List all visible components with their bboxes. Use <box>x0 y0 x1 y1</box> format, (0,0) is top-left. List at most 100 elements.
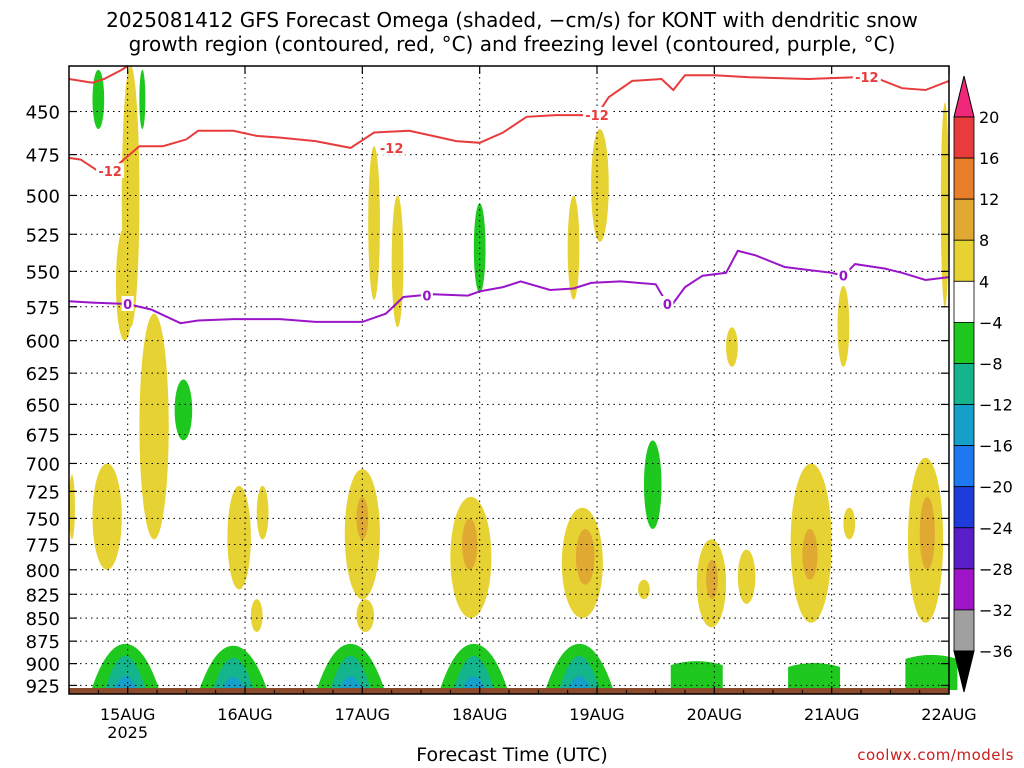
omega-blob-34 <box>919 496 935 570</box>
low-level-omega-inner-1 <box>221 676 246 690</box>
colorbar-top-arrow <box>953 75 975 118</box>
y-tick-label-725: 725 <box>26 482 60 503</box>
y-tick-label-600: 600 <box>26 332 60 353</box>
omega-blob-0 <box>92 69 105 130</box>
omega-blob-35 <box>940 102 949 307</box>
colorbar-band-1 <box>953 157 975 200</box>
x-tick-label-17: 17AUG <box>335 705 390 724</box>
colorbar-label-12: −32 <box>979 601 1013 620</box>
colorbar-band-4 <box>953 280 975 323</box>
dgz-label-1: -12 <box>380 142 404 157</box>
omega-blob-8 <box>227 485 251 590</box>
colorbar-bottom-arrow <box>953 650 975 693</box>
y-tick-label-925: 925 <box>26 676 60 697</box>
omega-blob-24 <box>638 579 650 600</box>
y-tick-label-825: 825 <box>26 585 60 606</box>
omega-blob-30 <box>802 528 818 580</box>
omega-blob-9 <box>256 485 269 540</box>
y-tick-label-850: 850 <box>26 609 60 630</box>
omega-blob-31 <box>837 285 850 367</box>
x-tick-label-16: 16AUG <box>217 705 272 724</box>
y-tick-label-475: 475 <box>26 146 60 167</box>
low-level-omega-core-4 <box>559 655 600 690</box>
colorbar: 20 16 12 8 4 −4 −8 −12 −16 −20 −24 −28 −32 −36 <box>953 75 1013 693</box>
colorbar-label-3: 8 <box>979 231 989 250</box>
dgz-label-3: -12 <box>855 71 879 86</box>
colorbar-label-13: −36 <box>979 642 1013 661</box>
y-tick-label-900: 900 <box>26 655 60 676</box>
colorbar-band-12 <box>953 609 975 652</box>
colorbar-band-10 <box>953 527 975 570</box>
colorbar-label-0: 20 <box>979 108 999 127</box>
omega-blob-6 <box>68 474 75 540</box>
freezing-label-bg-3 <box>837 267 850 283</box>
freezing-label-bg-1 <box>420 287 433 303</box>
colorbar-band-2 <box>953 198 975 241</box>
omega-blob-3 <box>115 226 134 341</box>
y-tick-label-575: 575 <box>26 298 60 319</box>
low-level-omega-inner-4 <box>567 675 592 690</box>
colorbar-band-0 <box>953 116 975 159</box>
x-tick-label-18: 18AUG <box>452 705 507 724</box>
x-tick-label-22: 22AUG <box>921 705 976 724</box>
low-level-omega-6 <box>788 662 841 690</box>
y-tick-label-625: 625 <box>26 364 60 385</box>
colorbar-band-8 <box>953 445 975 488</box>
y-tick-label-875: 875 <box>26 632 60 653</box>
x-tick-label-20: 20AUG <box>687 705 742 724</box>
low-level-omega-inner-2 <box>338 675 363 690</box>
freezing-contour <box>68 249 950 325</box>
colorbar-label-1: 16 <box>979 149 999 168</box>
chart-title-line1: 2025081412 GFS Forecast Omega (shaded, −… <box>106 8 918 32</box>
x-axis-label: Forecast Time (UTC) <box>416 744 608 766</box>
freezing-label-3: 0 <box>839 270 848 285</box>
grid-lines <box>69 66 950 694</box>
omega-blob-23 <box>643 440 662 529</box>
colorbar-band-11 <box>953 568 975 611</box>
omega-blob-15 <box>356 599 375 633</box>
dgz-label-bg-3 <box>852 69 881 85</box>
x-tick-label-15: 15AUG <box>100 705 155 724</box>
dgz-label-0: -12 <box>98 165 122 180</box>
colorbar-band-7 <box>953 404 975 447</box>
colorbar-band-3 <box>953 239 975 282</box>
low-level-omega-inner-0 <box>113 675 138 690</box>
colorbar-label-9: −20 <box>979 478 1013 497</box>
omega-blob-26 <box>706 559 718 600</box>
colorbar-band-9 <box>953 486 975 529</box>
y-tick-label-500: 500 <box>26 186 60 207</box>
omega-blob-7 <box>92 463 122 570</box>
dgz-contour-upper <box>68 65 129 84</box>
y-tick-label-775: 775 <box>26 536 60 557</box>
dgz-label-bg-1 <box>377 139 406 155</box>
x-tick-sublabel-15: 2025 <box>107 723 148 742</box>
colorbar-label-11: −28 <box>979 560 1013 579</box>
colorbar-label-5: −4 <box>979 313 1003 332</box>
colorbar-label-2: 12 <box>979 190 999 209</box>
y-tick-label-450: 450 <box>26 103 60 124</box>
colorbar-band-6 <box>953 363 975 405</box>
dgz-label-2: -12 <box>585 109 609 124</box>
low-level-omega-core-3 <box>453 655 495 690</box>
colorbar-label-10: −24 <box>979 519 1013 538</box>
omega-blob-18 <box>462 518 478 570</box>
freezing-label-2: 0 <box>663 298 672 313</box>
omega-blob-27 <box>726 327 738 367</box>
low-level-omega-5 <box>670 661 723 690</box>
freezing-label-1: 0 <box>422 290 431 305</box>
colorbar-label-6: −8 <box>979 354 1003 373</box>
omega-blob-22 <box>575 528 595 585</box>
colorbar-band-5 <box>953 321 975 364</box>
omega-blob-2 <box>139 69 146 130</box>
colorbar-label-8: −16 <box>979 437 1013 456</box>
low-level-omega-core-2 <box>330 655 371 690</box>
freezing-label-bg-0 <box>121 295 134 311</box>
y-tick-label-675: 675 <box>26 425 60 446</box>
pressure-axis: 450 475 500 525 550 575 600 625 650 675 700 725 750 7… <box>26 103 949 697</box>
low-level-omega-core-1 <box>212 657 254 690</box>
omega-blob-12 <box>391 195 404 328</box>
chart-title-line2: growth region (contoured, red, °C) and f… <box>128 32 896 56</box>
omega-blob-19 <box>567 195 580 300</box>
